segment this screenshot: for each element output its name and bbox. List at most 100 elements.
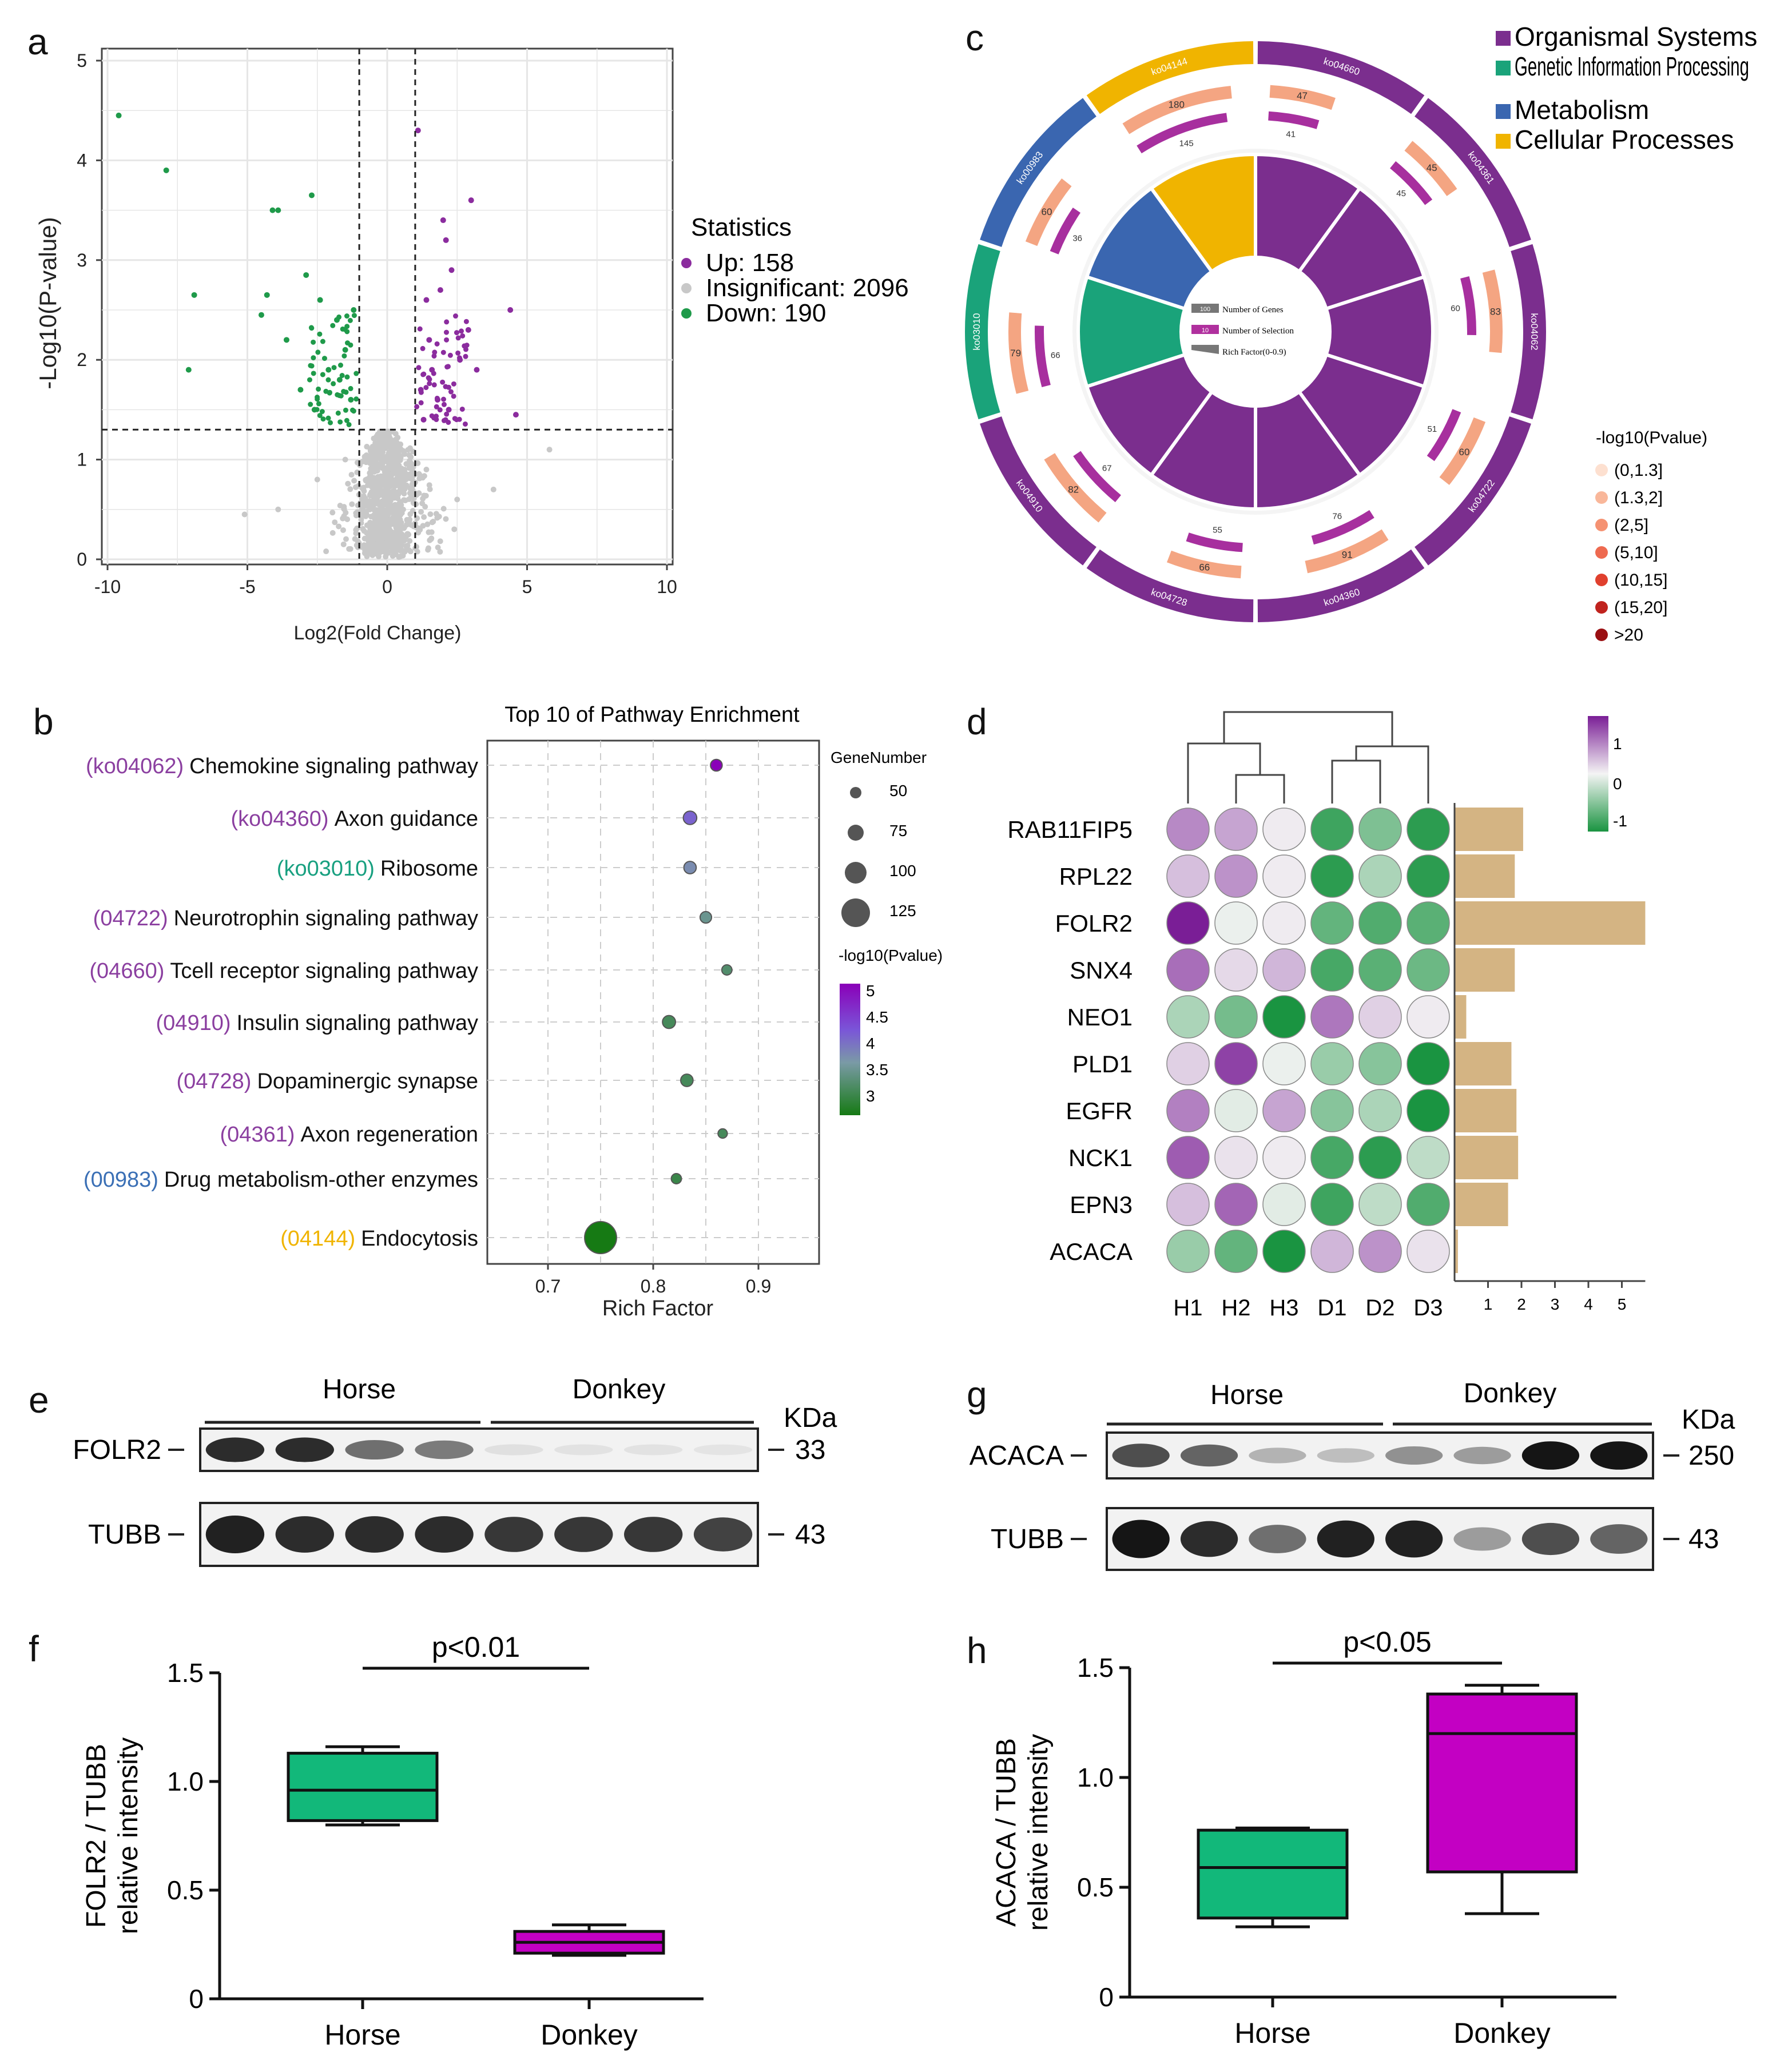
blot-e-group-horse: Horse — [323, 1374, 396, 1405]
circos-pvalue-swatch — [1595, 519, 1608, 531]
insignificant-point — [390, 479, 396, 486]
down-point — [311, 339, 316, 345]
heatmap-cell — [1310, 1042, 1354, 1085]
heatmap-cell — [1166, 854, 1210, 898]
circos-category-legend: Organismal Systems Genetic Information P… — [1496, 22, 1757, 154]
down-point — [337, 363, 343, 368]
circos-rich-factor-wedge — [1076, 275, 1187, 389]
heatmap-cell — [1310, 1230, 1354, 1273]
panel-a: a -10 -5 0 5 10 0 1 2 3 4 5 Log2(Fold Change) -Log… — [27, 21, 909, 644]
heatmap-cell — [1166, 1089, 1210, 1132]
down-point — [283, 337, 289, 343]
insignificant-point — [351, 478, 357, 484]
heatmap-column-labels: H1 H2 H3 D1 D2 D3 — [1173, 1295, 1443, 1321]
down-point — [316, 401, 321, 407]
heatmap-cell — [1358, 901, 1402, 945]
enrichment-x-tick: 0.8 — [641, 1276, 666, 1297]
box-y-axis-label-line1: ACACA / TUBB — [991, 1738, 1022, 1927]
down-point — [336, 393, 342, 399]
legend-down: Down: 190 — [706, 299, 826, 327]
size-legend-dot-100 — [845, 862, 867, 884]
blot-protein-label: ACACA — [970, 1441, 1064, 1471]
enrichment-point — [683, 861, 697, 874]
circos-outer-sector — [1086, 549, 1254, 622]
circos-pathway-id: ko04062 — [1529, 313, 1540, 350]
blot-band — [1317, 1448, 1374, 1463]
heatmap-cell — [1310, 1136, 1354, 1179]
colorbar-tick-minus-1: -1 — [1613, 812, 1627, 830]
blot-band — [1453, 1446, 1511, 1465]
insignificant-point — [361, 454, 368, 460]
heatmap-row-bar — [1455, 1230, 1458, 1273]
circos-pvalue-swatch — [1595, 574, 1608, 586]
up-point — [444, 364, 450, 370]
heatmap-cell — [1358, 948, 1402, 992]
blot-g-unit: KDa — [1682, 1405, 1735, 1435]
blot-band — [1385, 1446, 1443, 1465]
circos-rich-factor-wedge — [1254, 389, 1362, 511]
down-point — [344, 374, 350, 380]
inner-legend-genes-swatch — [1191, 304, 1219, 313]
insignificant-point — [407, 538, 413, 544]
heatmap-cell — [1166, 1042, 1210, 1085]
down-point — [341, 353, 347, 359]
circos-rich-factor-wedge — [1297, 186, 1427, 311]
insignificant-point — [402, 451, 408, 458]
up-point — [452, 313, 458, 319]
circos-pvalue-swatch — [1595, 629, 1608, 641]
blot-band — [624, 1444, 683, 1455]
size-legend-75: 75 — [889, 822, 907, 840]
up-point — [463, 353, 468, 359]
pathway-label: (04722) Neurotrophin signaling pathway — [93, 906, 478, 930]
circos-genes-value: 180 — [1169, 99, 1185, 110]
box-body — [287, 1752, 439, 1822]
down-point — [317, 297, 323, 303]
heatmap-dendrogram — [1187, 711, 1429, 804]
insignificant-point — [394, 528, 400, 535]
circos-rich-factor-wedge — [1254, 152, 1362, 275]
heatmap-row-bar — [1455, 1042, 1512, 1085]
pvalue-tick-3-5: 3.5 — [866, 1061, 888, 1079]
heatmap-cell — [1262, 1183, 1306, 1226]
insignificant-point — [394, 503, 400, 510]
volcano-x-axis-label: Log2(Fold Change) — [294, 622, 462, 644]
insignificant-point — [451, 526, 458, 532]
heatmap-row-label: SNX4 — [1070, 957, 1133, 984]
pathway-name: Axon guidance — [335, 807, 478, 831]
pathway-name: Neurotrophin signaling pathway — [174, 906, 478, 930]
heatmap-cell — [1262, 1042, 1306, 1085]
row-bar-tick: 5 — [1618, 1295, 1627, 1313]
circos-genes-value: 45 — [1427, 162, 1437, 173]
insignificant-point — [397, 522, 403, 528]
enrichment-plot-frame — [486, 739, 820, 1265]
pvalue-colorbar-legend: -log10(Pvalue) 5 4.5 4 3.5 3 — [839, 946, 943, 1115]
blot-band — [205, 1516, 265, 1553]
up-point — [418, 400, 424, 405]
up-point — [451, 381, 456, 387]
up-point — [448, 267, 455, 273]
insignificant-point — [395, 446, 401, 452]
insignificant-point — [363, 477, 369, 483]
size-legend-dot-75 — [848, 825, 864, 841]
up-point — [459, 406, 465, 412]
down-point — [353, 396, 359, 402]
circos-selection-bar — [1137, 113, 1228, 154]
blot-protein-label: FOLR2 — [73, 1435, 161, 1465]
down-point — [275, 207, 281, 213]
heatmap-cell — [1358, 1042, 1402, 1085]
heatmap-cell — [1310, 901, 1354, 945]
up-point — [443, 417, 448, 423]
pathway-name: Tcell receptor signaling pathway — [170, 959, 478, 983]
circos-genes-bar — [1008, 312, 1029, 394]
box-y-tick: 0.5 — [167, 1875, 204, 1905]
down-point — [315, 396, 320, 402]
legend-up: Up: 158 — [706, 249, 794, 277]
circos-rich-factor-wedge — [1084, 352, 1214, 478]
insignificant-point — [405, 531, 411, 537]
box-category-label: Horse — [324, 2019, 400, 2051]
insignificant-point — [371, 462, 378, 468]
heatmap-row-bar — [1455, 995, 1467, 1039]
down-point — [163, 167, 169, 173]
up-point — [455, 350, 461, 356]
pathway-code: (ko03010) — [277, 857, 375, 881]
